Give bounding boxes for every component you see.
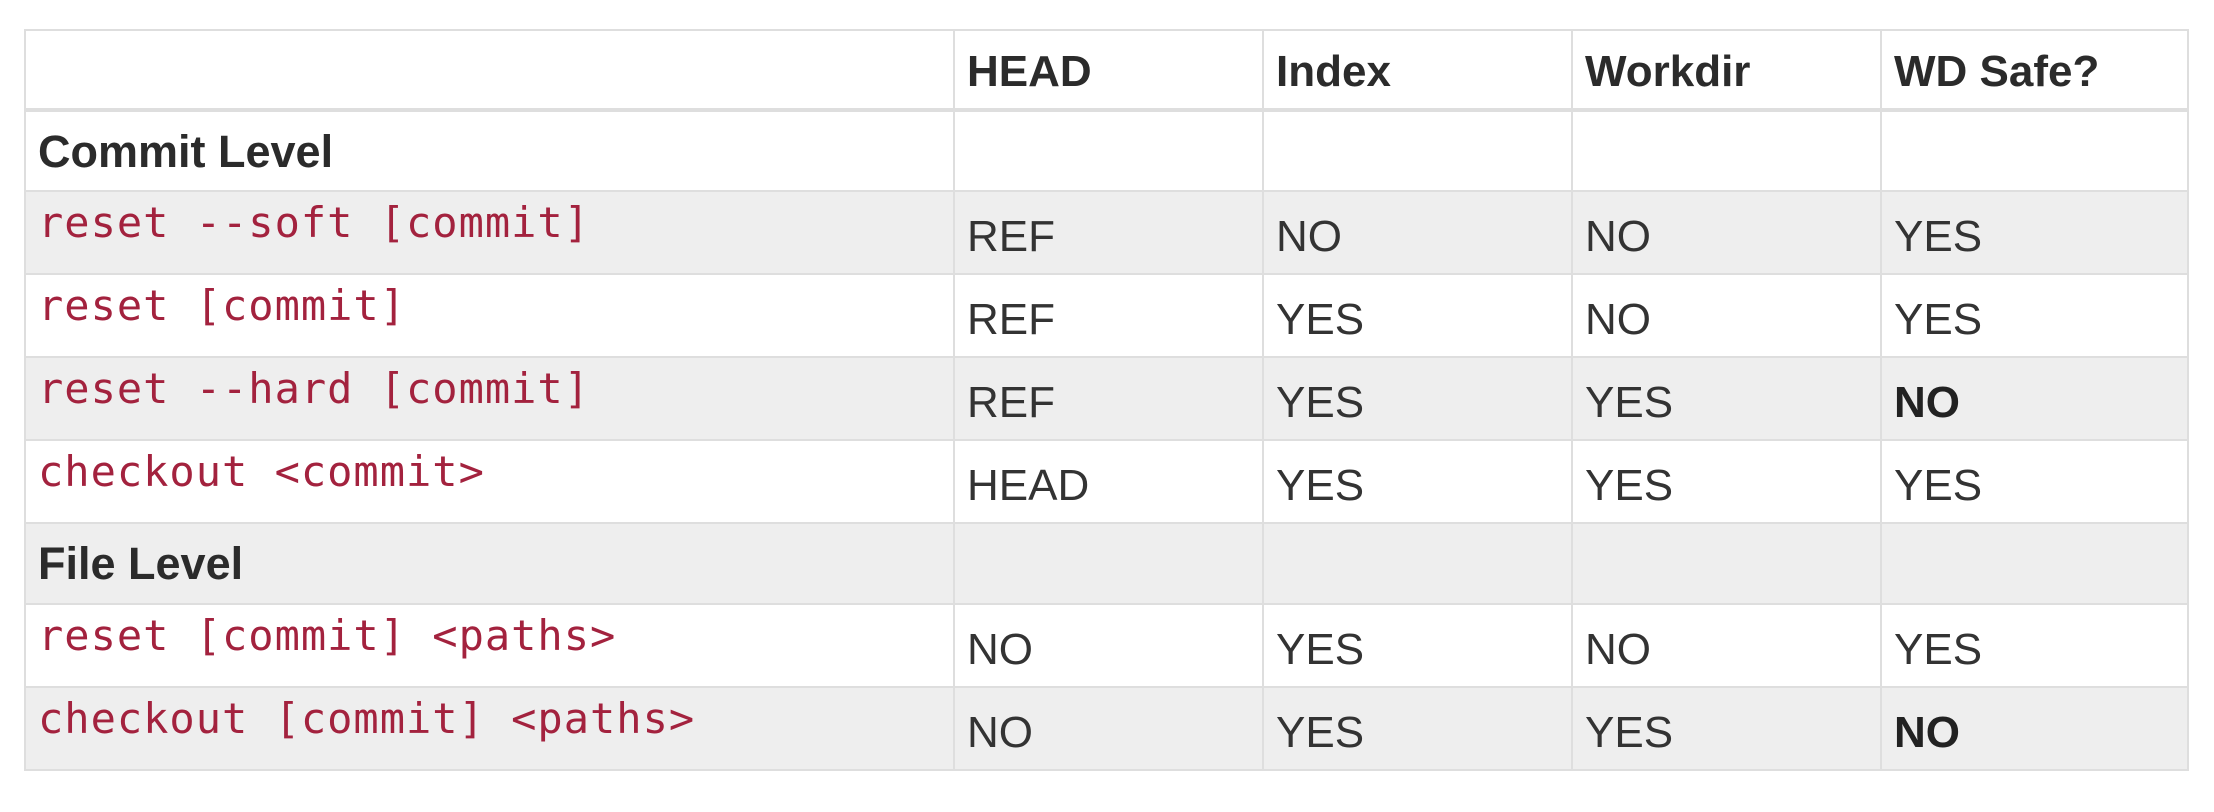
head-cell: NO [953,686,1264,771]
index-cell: YES [1262,686,1573,771]
command-cell: checkout [commit] <paths> [24,686,955,771]
section-row-file-level: File Level [24,522,2189,605]
index-cell: YES [1262,439,1573,524]
empty-cell [1571,109,1882,192]
head-cell: NO [953,603,1264,688]
index-cell: YES [1262,273,1573,358]
header-wd-safe: WD Safe? [1880,29,2189,112]
index-cell: YES [1262,356,1573,441]
workdir-cell: YES [1571,439,1882,524]
table-row: reset [commit] <paths> NO YES NO YES [24,603,2189,688]
workdir-cell: NO [1571,603,1882,688]
head-cell: REF [953,190,1264,275]
empty-cell [1262,522,1573,605]
empty-cell [1880,522,2189,605]
section-label: Commit Level [24,109,955,192]
empty-cell [953,522,1264,605]
command-cell: reset --soft [commit] [24,190,955,275]
table-row: checkout <commit> HEAD YES YES YES [24,439,2189,524]
command-cell: reset --hard [commit] [24,356,955,441]
table-header-row: HEAD Index Workdir WD Safe? [24,29,2189,112]
index-cell: NO [1262,190,1573,275]
empty-cell [1262,109,1573,192]
head-cell: REF [953,273,1264,358]
workdir-cell: NO [1571,190,1882,275]
wd-safe-cell: YES [1880,273,2189,358]
wd-safe-cell: YES [1880,190,2189,275]
table-row: reset --hard [commit] REF YES YES NO [24,356,2189,441]
empty-cell [1880,109,2189,192]
workdir-cell: YES [1571,356,1882,441]
git-reset-summary-table-wrapper: HEAD Index Workdir WD Safe? Commit Level… [24,29,2189,771]
wd-safe-cell: YES [1880,439,2189,524]
section-label: File Level [24,522,955,605]
git-reset-summary-table: HEAD Index Workdir WD Safe? Commit Level… [24,29,2189,771]
header-head: HEAD [953,29,1264,112]
index-cell: YES [1262,603,1573,688]
table-row: reset --soft [commit] REF NO NO YES [24,190,2189,275]
workdir-cell: YES [1571,686,1882,771]
empty-cell [1571,522,1882,605]
command-cell: reset [commit] <paths> [24,603,955,688]
head-cell: HEAD [953,439,1264,524]
command-cell: reset [commit] [24,273,955,358]
header-index: Index [1262,29,1573,112]
header-workdir: Workdir [1571,29,1882,112]
workdir-cell: NO [1571,273,1882,358]
wd-safe-cell-warning: NO [1880,686,2189,771]
table-row: reset [commit] REF YES NO YES [24,273,2189,358]
head-cell: REF [953,356,1264,441]
section-row-commit-level: Commit Level [24,109,2189,192]
empty-cell [953,109,1264,192]
wd-safe-cell-warning: NO [1880,356,2189,441]
wd-safe-cell: YES [1880,603,2189,688]
command-cell: checkout <commit> [24,439,955,524]
header-blank [24,29,955,112]
table-row: checkout [commit] <paths> NO YES YES NO [24,686,2189,771]
